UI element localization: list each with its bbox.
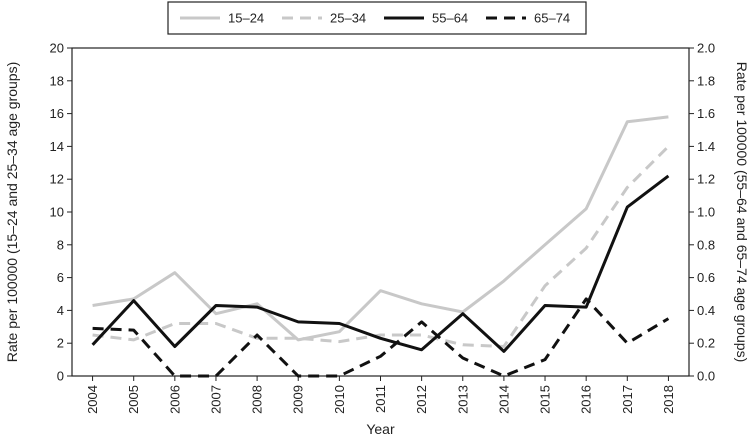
x-tick-label: 2015 — [538, 385, 553, 414]
right-tick-label: 1.2 — [697, 172, 715, 187]
left-tick-label: 18 — [50, 73, 64, 88]
left-tick-label: 16 — [50, 106, 64, 121]
legend: 15–24 25–34 55–64 65–74 — [167, 1, 587, 35]
right-tick-label: 1.8 — [697, 73, 715, 88]
right-tick-label: 0.4 — [697, 303, 715, 318]
series-line-15-24 — [92, 115, 669, 342]
left-tick-label: 4 — [57, 303, 64, 318]
x-tick-label: 2008 — [250, 385, 265, 414]
left-axis-title: Rate per 100000 (15–24 and 25–34 age gro… — [4, 62, 20, 362]
series-lines — [91, 115, 670, 378]
right-tick-label: 1.6 — [697, 106, 715, 121]
right-axis-title: Rate per 100000 (55–64 and 65–74 age gro… — [734, 62, 750, 362]
x-tick-label: 2014 — [496, 385, 511, 414]
left-axis: 0 2 4 6 8 10 12 14 16 18 20 — [50, 41, 72, 384]
right-tick-label: 1.4 — [697, 139, 715, 154]
left-tick-label: 6 — [57, 270, 64, 285]
right-axis: 0.0 0.2 0.4 0.6 0.8 1.0 1.2 1.4 1.6 1.8 2.0 — [689, 41, 715, 384]
left-tick-label: 20 — [50, 41, 64, 56]
left-tick-label: 12 — [50, 172, 64, 187]
x-tick-label: 2006 — [167, 385, 182, 414]
left-tick-label: 2 — [57, 336, 64, 351]
x-axis-title: Year — [366, 421, 395, 437]
x-tick-label: 2009 — [291, 385, 306, 414]
x-tick-label: 2018 — [661, 385, 676, 414]
x-tick-label: 2016 — [579, 385, 594, 414]
x-tick-label: 2004 — [85, 385, 100, 414]
legend-label: 25–34 — [330, 11, 366, 26]
x-axis: 2004 2005 2006 2007 2008 2009 2010 2011 2012 2013… — [85, 376, 676, 414]
right-tick-label: 2.0 — [697, 41, 715, 56]
x-tick-label: 2010 — [332, 385, 347, 414]
x-tick-label: 2012 — [414, 385, 429, 414]
right-tick-label: 0.0 — [697, 369, 715, 384]
series-line-65-74 — [92, 297, 670, 378]
right-tick-label: 0.2 — [697, 336, 715, 351]
right-tick-label: 0.6 — [697, 270, 715, 285]
legend-label: 65–74 — [534, 11, 570, 26]
left-tick-label: 8 — [57, 237, 64, 252]
series-line-55-64 — [91, 174, 670, 353]
left-tick-label: 0 — [57, 369, 64, 384]
legend-box — [167, 1, 587, 35]
x-tick-label: 2011 — [373, 385, 388, 413]
x-tick-label: 2005 — [126, 385, 141, 414]
x-tick-label: 2017 — [620, 385, 635, 414]
left-tick-label: 14 — [50, 139, 64, 154]
left-tick-label: 10 — [50, 205, 64, 220]
right-tick-label: 1.0 — [697, 205, 715, 220]
legend-label: 15–24 — [228, 11, 264, 26]
x-tick-label: 2007 — [208, 385, 223, 414]
right-tick-label: 0.8 — [697, 237, 715, 252]
legend-label: 55–64 — [432, 11, 468, 26]
x-tick-label: 2013 — [455, 385, 470, 414]
series-line-25-34 — [92, 145, 670, 348]
